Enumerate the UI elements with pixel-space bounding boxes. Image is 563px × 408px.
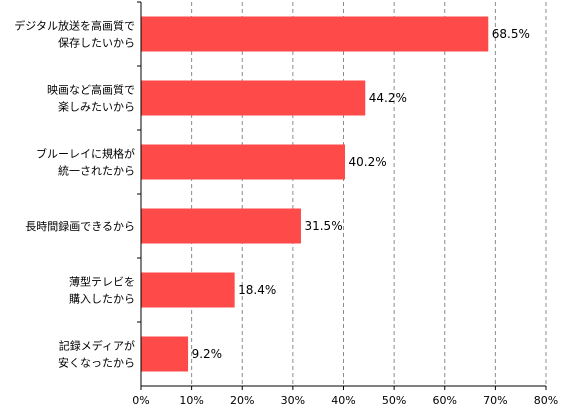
- category-label-line: 楽しみたいから: [58, 101, 135, 114]
- grid-lines: [191, 2, 547, 386]
- category-label-line: 長時間録画できるから: [25, 219, 135, 233]
- category-label-line: 購入したから: [69, 292, 135, 306]
- category-label-line: 安くなったから: [58, 356, 135, 370]
- value-label-1: 44.2%: [369, 91, 407, 105]
- category-label-1: 映画など高画質で楽しみたいから: [47, 83, 135, 114]
- axes: [137, 1, 547, 390]
- bar-2: [141, 144, 346, 180]
- category-label-line: 保存したいから: [58, 36, 135, 50]
- bar-5: [141, 336, 189, 372]
- category-label-0: デジタル放送を高画質で保存したいから: [14, 19, 135, 50]
- value-label-4: 18.4%: [238, 283, 276, 297]
- bars: [141, 16, 489, 372]
- value-label-3: 31.5%: [304, 219, 342, 233]
- category-label-line: 映画など高画質で: [47, 83, 135, 97]
- x-tick-label-40: 40%: [331, 394, 355, 407]
- value-label-2: 40.2%: [349, 155, 387, 169]
- x-tick-label-80: 80%: [534, 394, 558, 407]
- category-label-4: 薄型テレビを購入したから: [69, 275, 135, 306]
- category-label-5: 記録メディアが安くなったから: [58, 339, 135, 370]
- category-label-3: 長時間録画できるから: [25, 219, 135, 233]
- x-tick-label-10: 10%: [179, 394, 203, 407]
- category-label-2: ブルーレイに規格が統一されたから: [36, 147, 135, 178]
- value-label-0: 68.5%: [492, 27, 530, 41]
- x-tick-label-0: 0%: [132, 394, 149, 407]
- bar-1: [141, 80, 366, 116]
- category-label-line: デジタル放送を高画質で: [14, 19, 135, 33]
- category-label-line: ブルーレイに規格が: [36, 147, 135, 161]
- x-tick-label-20: 20%: [230, 394, 254, 407]
- bar-0: [141, 16, 489, 52]
- labels: 0% 10% 20% 30% 40% 50% 60% 70% 80% 68.5% デジタル放送を高画…: [14, 19, 558, 408]
- x-tick-label-30: 30%: [281, 394, 305, 407]
- category-label-line: 記録メディアが: [59, 339, 135, 353]
- category-label-line: 薄型テレビを: [69, 275, 135, 289]
- x-tick-label-50: 50%: [382, 394, 406, 407]
- bar-4: [141, 272, 235, 308]
- category-label-line: 統一されたから: [58, 164, 135, 178]
- bar-3: [141, 208, 301, 244]
- x-tick-label-60: 60%: [433, 394, 457, 407]
- value-label-5: 9.2%: [192, 347, 223, 361]
- x-tick-label-70: 70%: [483, 394, 507, 407]
